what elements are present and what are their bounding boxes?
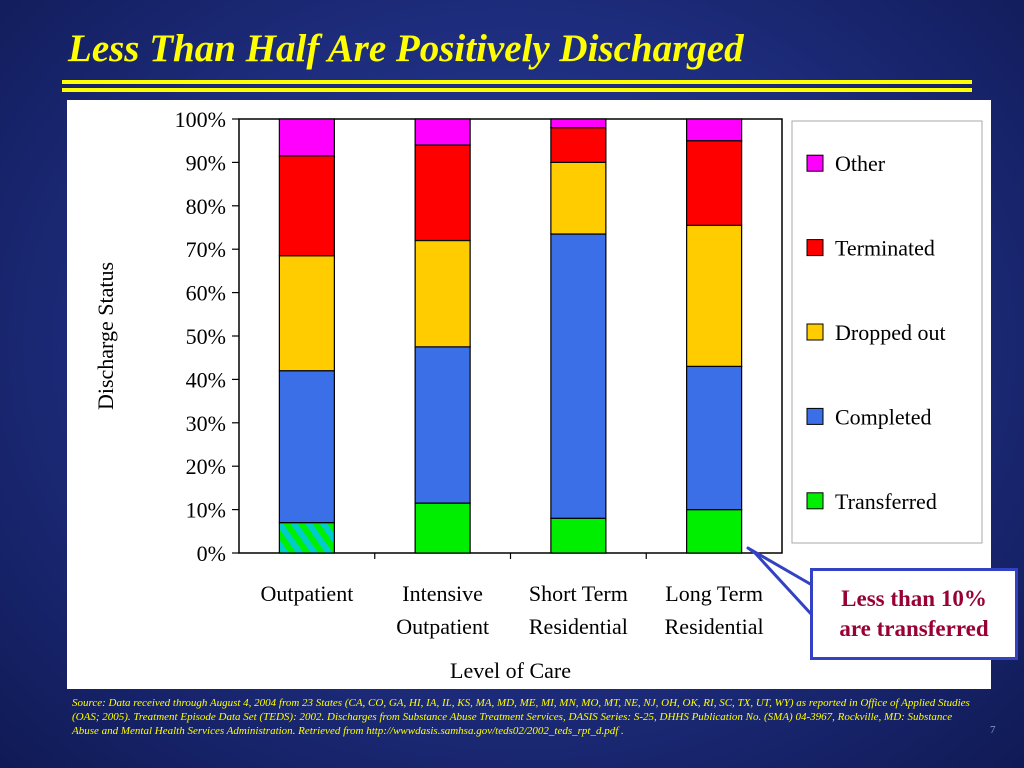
y-tick-label: 90% (186, 150, 226, 175)
y-tick-label: 70% (186, 237, 226, 262)
slide-title: Less Than Half Are Positively Discharged (68, 27, 744, 70)
bar-dropped-out-outpatient (278, 255, 335, 372)
bar-other-outpatient (278, 118, 335, 157)
y-tick-label: 50% (186, 324, 226, 349)
source-note: Source: Data received through August 4, … (72, 697, 970, 737)
y-tick-label: 10% (186, 498, 226, 523)
x-tick-label: Residential (529, 614, 628, 639)
bar-terminated-short-term-residential (550, 127, 607, 164)
legend-label-completed: Completed (835, 404, 932, 429)
y-tick-label: 100% (175, 107, 226, 132)
chart-panel: 0% 10% 20% 30% 40% 50% 60% 70% 80% 90% 100% Outpati… (67, 100, 991, 689)
x-tick-label: Long Term (665, 581, 763, 606)
x-tick-label: Intensive (402, 581, 483, 606)
legend-swatch-dropped-out (806, 323, 824, 341)
legend-label-other: Other (835, 151, 886, 176)
y-tick-label: 20% (186, 454, 226, 479)
page-number: 7 (990, 724, 996, 736)
y-axis-title: Discharge Status (93, 262, 118, 410)
y-tick-label: 40% (186, 367, 226, 392)
legend-label-dropped-out: Dropped out (835, 320, 946, 345)
y-tick-label: 80% (186, 194, 226, 219)
bar-transferred-outpatient (278, 522, 335, 554)
bar-dropped-out-short-term-residential (550, 161, 607, 235)
callout-box: Less than 10% are transferred (810, 568, 1018, 660)
legend-swatch-other (806, 154, 824, 172)
y-tick-label: 30% (186, 411, 226, 436)
bar-completed-outpatient (278, 370, 335, 524)
legend (791, 120, 983, 544)
bar-transferred-short-term-residential (550, 517, 607, 554)
title-rule-bottom (62, 88, 972, 92)
x-tick-label: Outpatient (396, 614, 489, 639)
bar-dropped-out-long-term-residential (686, 224, 743, 367)
legend-swatch-transferred (806, 492, 824, 510)
bar-transferred-intensive-outpatient (414, 502, 471, 554)
bar-terminated-intensive-outpatient (414, 144, 471, 242)
bar-completed-intensive-outpatient (414, 346, 471, 504)
stacked-bar-chart: 0% 10% 20% 30% 40% 50% 60% 70% 80% 90% 100% Outpati… (93, 107, 983, 683)
legend-swatch-completed (806, 407, 824, 425)
legend-swatch-terminated (806, 239, 824, 257)
x-axis-title: Level of Care (450, 658, 571, 683)
callout-text: Less than 10% are transferred (839, 586, 989, 641)
bar-terminated-outpatient (278, 155, 335, 257)
legend-label-transferred: Transferred (835, 489, 937, 514)
bar-completed-short-term-residential (550, 233, 607, 519)
x-tick-label: Outpatient (260, 581, 353, 606)
x-tick-label: Short Term (529, 581, 628, 606)
bar-transferred-long-term-residential (686, 509, 743, 554)
y-tick-label: 0% (197, 541, 226, 566)
x-tick-label: Residential (665, 614, 764, 639)
y-tick-label: 60% (186, 281, 226, 306)
bar-other-intensive-outpatient (414, 118, 471, 146)
title-rule-top (62, 80, 972, 84)
bar-other-long-term-residential (686, 118, 743, 142)
legend-label-terminated: Terminated (835, 236, 935, 261)
bar-other-short-term-residential (550, 118, 607, 129)
bar-dropped-out-intensive-outpatient (414, 239, 471, 348)
bar-completed-long-term-residential (686, 365, 743, 511)
bar-terminated-long-term-residential (686, 140, 743, 226)
